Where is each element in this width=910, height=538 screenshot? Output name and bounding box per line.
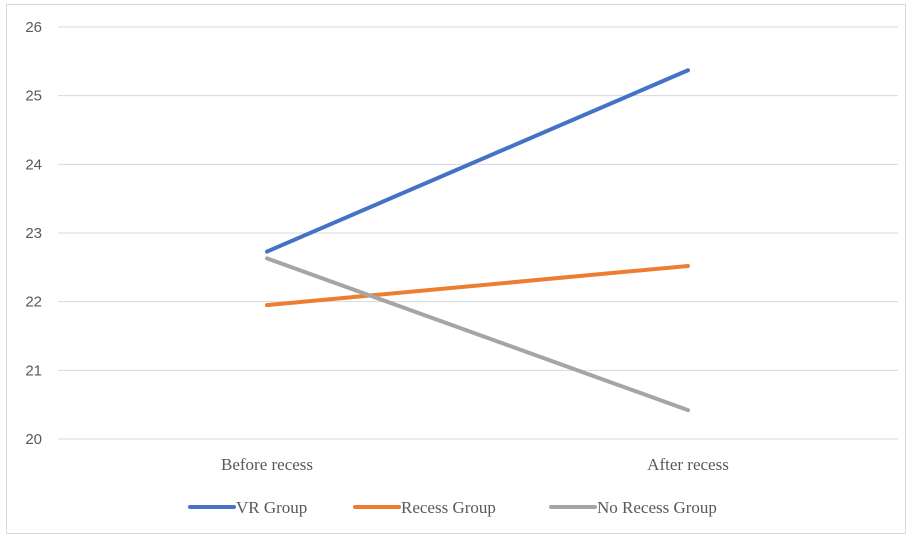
- series-lines: [265, 68, 690, 413]
- legend: VR Group Recess Group No Recess Group: [188, 498, 717, 517]
- chart-frame: [6, 4, 906, 534]
- x-tick-label: Before recess: [221, 455, 313, 474]
- y-tick-label: 23: [25, 225, 42, 242]
- y-tick-label: 21: [25, 362, 42, 379]
- series-line-vr-group: [265, 68, 690, 254]
- y-tick-label: 26: [25, 19, 42, 36]
- legend-label: VR Group: [236, 498, 307, 517]
- x-axis-ticks: Before recess After recess: [221, 455, 729, 474]
- y-tick-label: 22: [25, 294, 42, 311]
- x-tick-label: After recess: [647, 455, 729, 474]
- legend-label: Recess Group: [401, 498, 496, 517]
- y-tick-label: 25: [25, 88, 42, 105]
- y-tick-label: 20: [25, 431, 42, 448]
- y-tick-label: 24: [25, 156, 42, 173]
- legend-label: No Recess Group: [597, 498, 717, 517]
- series-line-no-recess-group: [265, 256, 690, 413]
- series-line-recess-group: [265, 263, 690, 308]
- gridlines: [58, 26, 898, 440]
- y-axis-ticks: 20 21 22 23 24 25 26: [25, 19, 42, 448]
